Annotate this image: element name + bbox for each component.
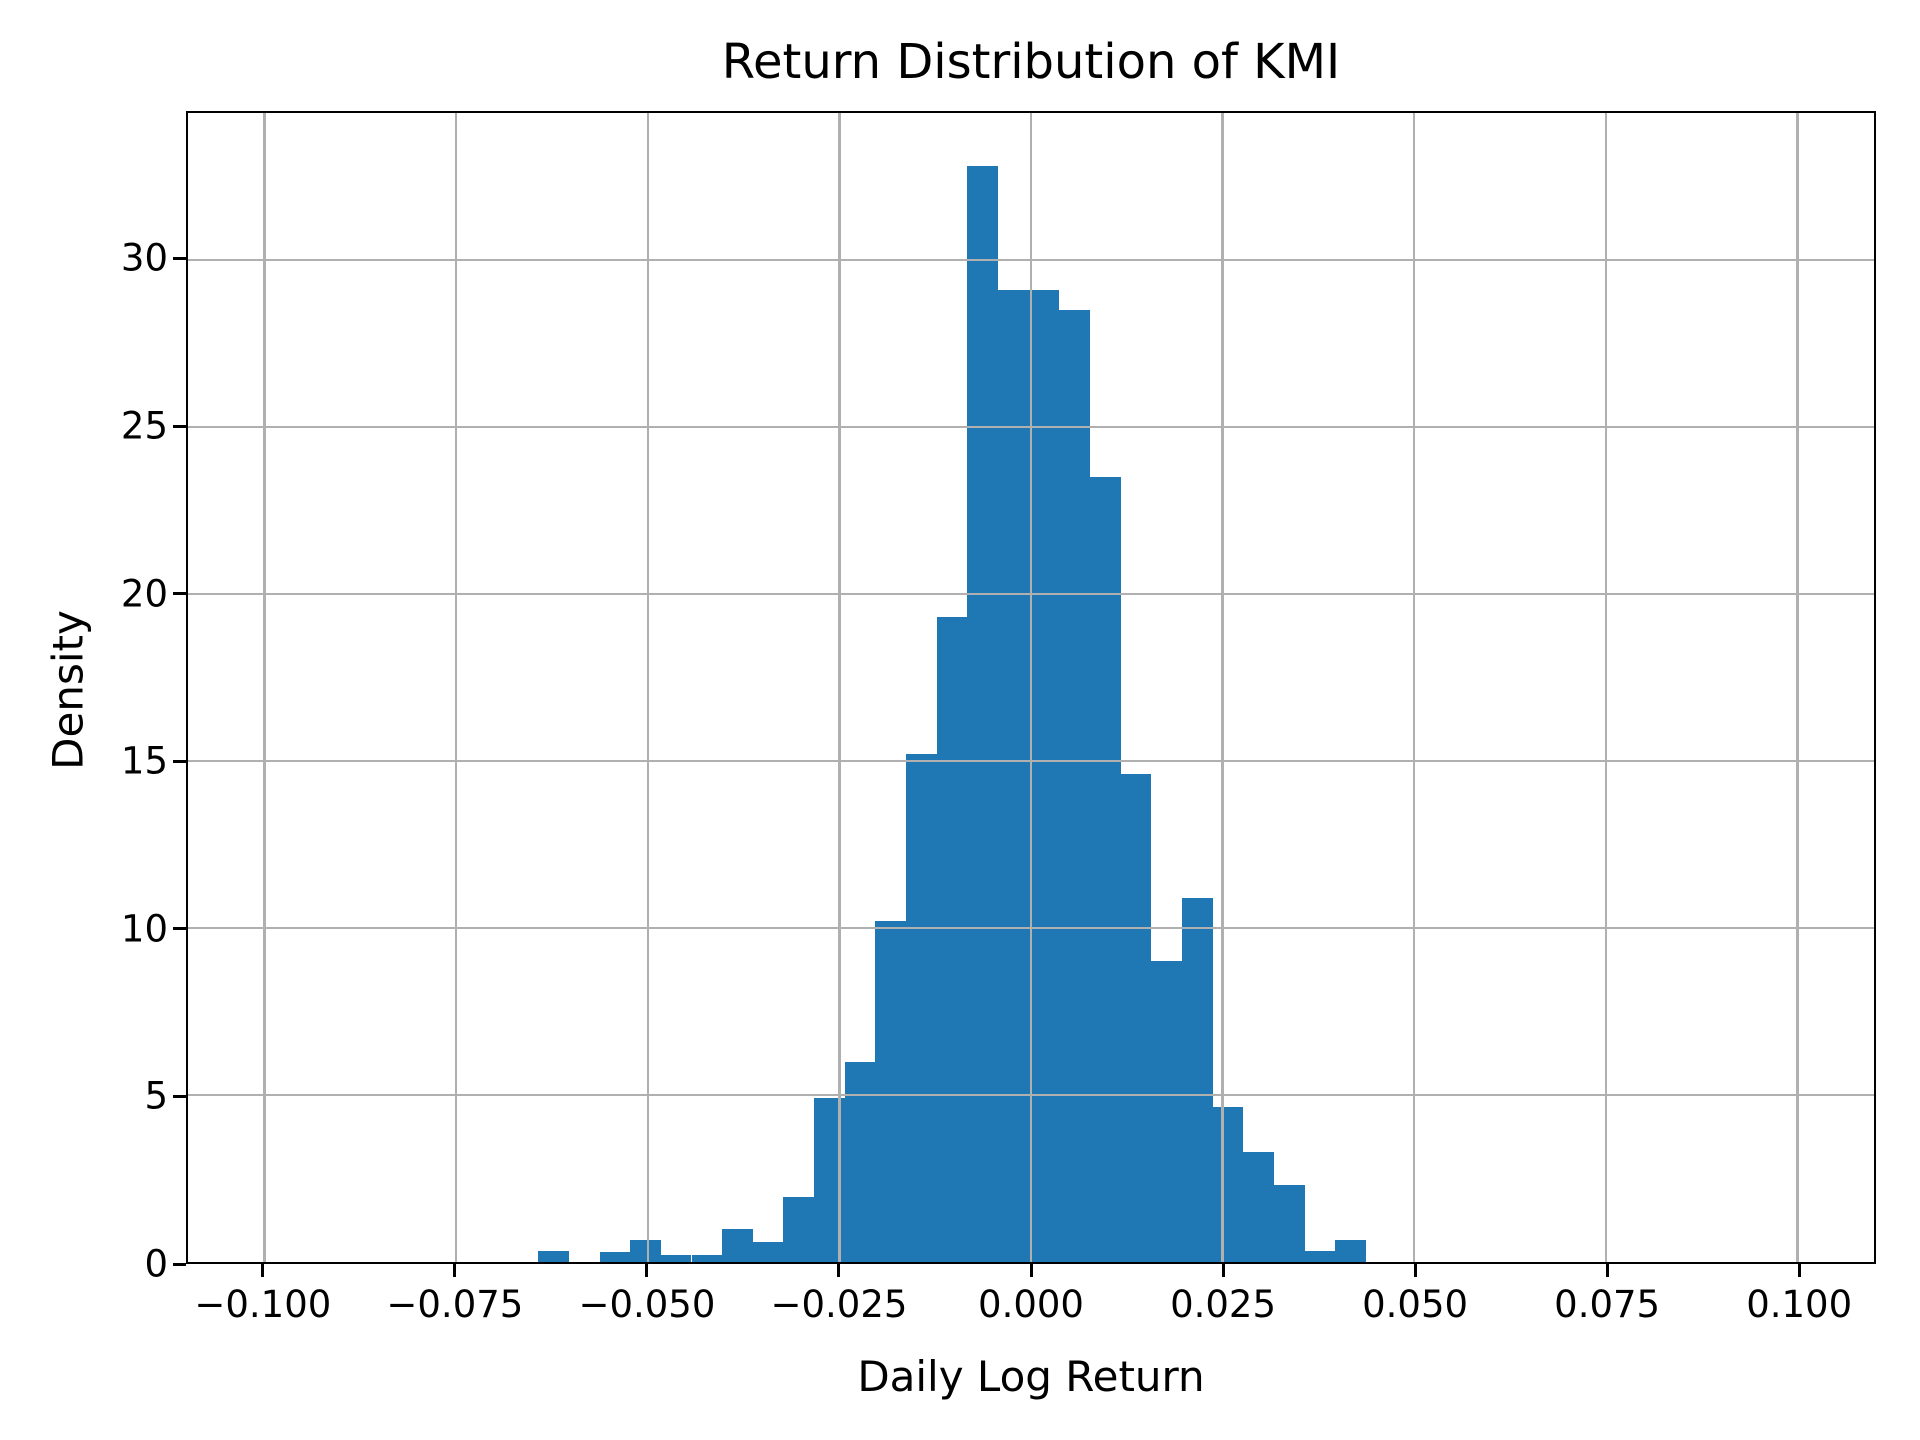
y-tick-label: 0 (144, 1242, 168, 1286)
histogram-bar (1273, 1185, 1305, 1262)
histogram-bar (1212, 1106, 1244, 1262)
histogram-bar (660, 1255, 692, 1262)
x-gridline (1796, 113, 1799, 1262)
x-tick-mark (453, 1264, 457, 1277)
y-gridline (188, 1093, 1874, 1097)
x-axis-label: Daily Log Return (857, 1352, 1205, 1401)
x-tick-label: 0.025 (1170, 1283, 1276, 1326)
y-tick-mark (173, 256, 186, 260)
y-tick-mark (173, 424, 186, 428)
histogram-bar (1243, 1151, 1274, 1262)
y-tick-label: 20 (120, 572, 168, 616)
y-tick-mark (173, 759, 186, 763)
x-tick-mark (1413, 1264, 1417, 1277)
x-tick-label: 0.075 (1554, 1283, 1661, 1326)
x-gridline (1604, 113, 1608, 1262)
histogram-bar (599, 1251, 631, 1262)
y-tick-mark (173, 1262, 186, 1266)
plot-area (186, 111, 1876, 1264)
x-tick-mark (837, 1264, 841, 1277)
histogram-bar (1151, 961, 1182, 1262)
histogram-bar (752, 1241, 784, 1262)
x-tick-mark (1605, 1264, 1609, 1277)
histogram-bar (998, 290, 1029, 1262)
x-gridline (1412, 113, 1416, 1262)
histogram-bar (722, 1228, 753, 1262)
y-tick-mark (173, 1094, 186, 1098)
y-tick-label: 15 (120, 739, 168, 783)
y-gridline (188, 425, 1874, 429)
x-tick-mark (1221, 1264, 1225, 1277)
y-tick-label: 25 (120, 404, 168, 448)
x-tick-label: 0.050 (1362, 1283, 1469, 1326)
x-gridline (646, 113, 650, 1262)
x-tick-mark (1029, 1264, 1033, 1277)
histogram-bar (875, 921, 907, 1262)
histogram-bar (967, 166, 999, 1262)
x-tick-label: 0.000 (978, 1283, 1084, 1326)
histogram-bar (1028, 290, 1060, 1262)
x-tick-mark (645, 1264, 649, 1277)
x-tick-label: −0.050 (578, 1283, 716, 1326)
x-gridline (454, 113, 458, 1262)
chart-title: Return Distribution of KMI (721, 34, 1341, 90)
histogram-bar (783, 1196, 815, 1262)
y-gridline (188, 759, 1874, 763)
y-gridline (188, 926, 1874, 930)
y-tick-label: 30 (120, 236, 168, 280)
x-gridline (1221, 113, 1224, 1262)
x-tick-label: −0.100 (194, 1283, 332, 1326)
histogram-bar (630, 1240, 661, 1262)
y-axis-label: Density (43, 610, 93, 770)
histogram-bar (538, 1250, 569, 1262)
x-tick-mark (1797, 1264, 1801, 1277)
y-tick-label: 10 (120, 907, 168, 951)
x-tick-mark (261, 1264, 265, 1277)
y-tick-mark (173, 927, 186, 931)
gridlines-layer (188, 113, 1874, 1262)
histogram-bar (936, 617, 968, 1262)
histogram-bar (1181, 897, 1213, 1262)
x-tick-label: 0.100 (1746, 1283, 1853, 1326)
x-tick-label: −0.075 (386, 1283, 524, 1326)
x-gridline (263, 113, 266, 1262)
y-tick-label: 5 (144, 1074, 168, 1118)
y-gridline (188, 258, 1874, 262)
y-gridline (188, 592, 1874, 596)
histogram-bar (1120, 774, 1152, 1262)
histogram-bar (1304, 1250, 1336, 1262)
histogram-bar (1059, 310, 1090, 1262)
x-gridline (1029, 113, 1033, 1262)
x-gridline (838, 113, 841, 1262)
y-tick-mark (173, 592, 186, 596)
histogram-bar (906, 754, 937, 1262)
histogram-bars-layer (188, 113, 1874, 1262)
x-tick-label: −0.025 (770, 1283, 908, 1326)
histogram-bar (1090, 477, 1121, 1262)
histogram-bar (1335, 1240, 1366, 1262)
histogram-bar (691, 1255, 723, 1262)
